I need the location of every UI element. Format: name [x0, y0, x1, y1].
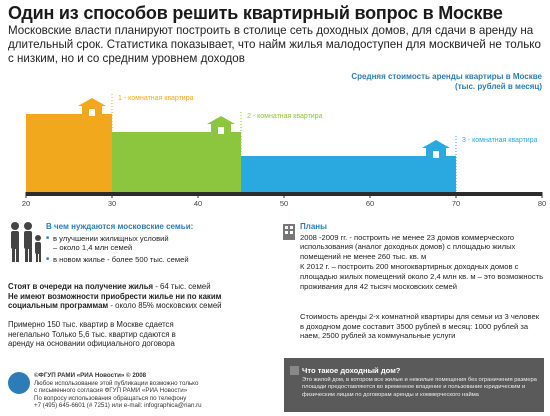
x-tick-label: 40: [194, 199, 202, 208]
x-tick-label: 60: [366, 199, 374, 208]
x-tick-label: 50: [280, 199, 288, 208]
house-door-icon: [89, 109, 95, 116]
plans-item: К 2012 г. – построить 200 многоквартирны…: [300, 262, 544, 291]
needs-item: в новом жилье - более 500 тыс. семей: [46, 255, 223, 265]
queue-value: - 64 тыс. семей: [153, 282, 211, 291]
building-icon: [282, 222, 296, 240]
house-roof-icon: [78, 98, 106, 106]
x-tick-label: 30: [108, 199, 116, 208]
bar-label: 1 - комнатная квартира: [118, 95, 194, 102]
plans-item: 2008 -2009 гг. - построить не менее 23 д…: [300, 232, 516, 261]
house-door-icon: [433, 151, 439, 158]
page-title: Один из способов решить квартирный вопро…: [8, 3, 503, 23]
house-roof-icon: [422, 140, 450, 148]
family-pictogram-icon: [8, 220, 42, 266]
x-tick-label: 80: [538, 199, 546, 208]
plans-rent-cost: Стоимость аренды 2-х комнатной квартиры …: [300, 312, 540, 341]
bar-label: 3 - комнатная квартира: [462, 137, 538, 144]
x-tick-label: 70: [452, 199, 460, 208]
needs-title: В чем нуждаются московские семьи:: [46, 222, 194, 231]
chart-title: Средняя стоимость аренды квартиры в Моск…: [351, 72, 542, 91]
footer-line: По вопросу использования обращаться по т…: [34, 394, 187, 402]
queue-label: Стоят в очереди на получение жилья: [8, 282, 154, 291]
footer-line: с письменного согласия ФГУП РАМИ «РИА Но…: [34, 387, 188, 395]
needs-section: В чем нуждаются московские семьи: в улуч…: [46, 222, 256, 264]
queue-block: Стоят в очереди на получение жилья - 64 …: [8, 282, 268, 311]
bar-label: 2 - комнатная квартира: [247, 113, 323, 120]
lead-paragraph: Московские власти планируют построить в …: [8, 24, 541, 65]
info-box-marker-icon: [290, 366, 299, 375]
footer-copyright: ©ФГУП РАМИ «РИА Новости» © 2008: [34, 372, 147, 379]
footer-line: Любое использование этой публикации возм…: [34, 379, 199, 387]
plans-title: Планы: [300, 222, 327, 231]
info-box-title: Что такое доходный дом?: [302, 366, 401, 375]
info-box-text: Это жилой дом, в котором все жилые и неж…: [302, 377, 537, 398]
no-buy-value: - около 85% московских семей: [108, 301, 222, 311]
house-roof-icon: [207, 116, 235, 124]
no-buy-label: Не имеют возможности приобрести жилье ни…: [8, 291, 222, 311]
footer-line: +7 (495) 645-6601 (# 7251) или e-mail: i…: [34, 402, 202, 410]
rent-note: Примерно 150 тыс. квартир в Москве сдает…: [8, 320, 176, 349]
bar-1-room: [26, 114, 112, 192]
plans-section: Планы 2008 -2009 гг. - построить не мене…: [300, 222, 544, 291]
footer: ©ФГУП РАМИ «РИА Новости» © 2008 Любое ис…: [34, 372, 202, 410]
house-door-icon: [218, 127, 224, 134]
ria-logo-icon: [8, 372, 30, 394]
rent-chart: 3 - комнатная квартира 2 - комнатная квар…: [22, 94, 546, 208]
needs-item: в улучшении жилищных условий – около 1,4…: [46, 234, 173, 253]
x-tick-label: 20: [22, 199, 30, 208]
info-box: Что такое доходный дом? Это жилой дом, в…: [284, 358, 544, 412]
